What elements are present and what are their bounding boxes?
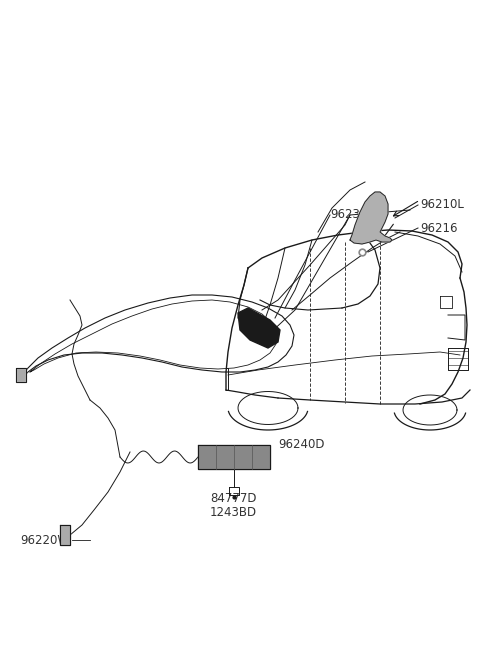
Polygon shape xyxy=(198,445,270,469)
Text: 84777D: 84777D xyxy=(210,491,256,505)
Text: 96230G: 96230G xyxy=(330,208,376,221)
Polygon shape xyxy=(16,368,26,382)
Text: 1243BD: 1243BD xyxy=(210,505,257,518)
Polygon shape xyxy=(350,192,392,244)
Text: 96220W: 96220W xyxy=(20,533,69,547)
Polygon shape xyxy=(60,525,70,545)
Polygon shape xyxy=(238,308,280,348)
Text: 96240D: 96240D xyxy=(278,438,324,451)
Text: 96216: 96216 xyxy=(420,221,457,235)
Text: 96210L: 96210L xyxy=(420,198,464,212)
